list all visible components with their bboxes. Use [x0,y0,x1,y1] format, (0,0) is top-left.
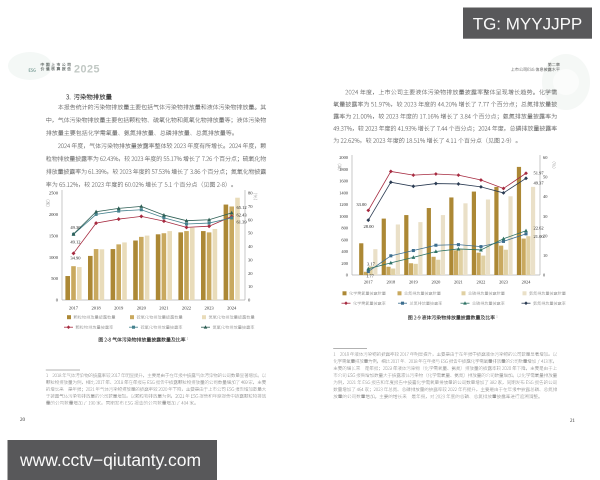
svg-text:61.39: 61.39 [237,220,248,225]
svg-text:2025: 2025 [74,64,100,76]
svg-text:30: 30 [248,257,253,262]
svg-text:2024: 2024 [522,280,532,285]
svg-text:65.12: 65.12 [237,205,247,210]
svg-text:1000: 1000 [49,255,59,260]
svg-text:2023: 2023 [499,280,509,285]
svg-text:2022: 2022 [182,306,192,311]
svg-text:10: 10 [543,253,548,258]
svg-text:0: 0 [346,273,349,278]
svg-text:2024: 2024 [227,306,237,311]
svg-text:20: 20 [248,271,253,276]
svg-text:2017: 2017 [364,280,374,285]
svg-text:2017: 2017 [69,306,79,311]
svg-text:2018: 2018 [386,280,396,285]
svg-text:49.30: 49.30 [70,225,81,230]
svg-text:2021: 2021 [159,306,169,311]
svg-text:49.37: 49.37 [534,181,545,186]
svg-text:80: 80 [248,191,253,196]
svg-text:49.12: 49.12 [70,240,80,245]
svg-text:2021: 2021 [454,280,463,285]
svg-text:0: 0 [56,298,59,303]
svg-text:20: 20 [20,418,26,423]
svg-text:www.cctv−qiutanty.com: www.cctv−qiutanty.com [19,450,201,470]
svg-text:70: 70 [248,204,253,209]
svg-text:400: 400 [341,249,348,254]
svg-text:1200: 1200 [339,202,349,207]
svg-text:62.43: 62.43 [237,213,248,218]
svg-text:40: 40 [543,194,548,199]
svg-text:50: 50 [248,231,253,236]
svg-text:200: 200 [341,261,348,266]
svg-text:40: 40 [248,244,253,249]
svg-text:60: 60 [543,155,548,160]
svg-text:2000: 2000 [339,155,349,160]
svg-text:33.00: 33.00 [356,202,367,207]
svg-text:2019: 2019 [114,306,124,311]
svg-text:3.17: 3.17 [367,262,376,267]
svg-text:2020: 2020 [431,280,441,285]
svg-text:0: 0 [543,273,546,278]
svg-text:0: 0 [248,298,251,303]
svg-text:1400: 1400 [339,190,349,195]
svg-text:2020: 2020 [137,306,147,311]
svg-text:500: 500 [51,276,59,281]
svg-text:22.62: 22.62 [534,225,544,230]
svg-text:21.00: 21.00 [534,234,545,239]
svg-text:20: 20 [543,233,548,238]
svg-text:1600: 1600 [339,179,349,184]
svg-text:10: 10 [248,284,253,289]
svg-text:34.90: 34.90 [70,256,81,261]
svg-text:600: 600 [341,237,348,242]
svg-text:30: 30 [543,214,548,219]
svg-text:2000: 2000 [49,212,59,217]
svg-text:2023: 2023 [205,306,215,311]
svg-text:60: 60 [248,217,253,222]
svg-text:2022: 2022 [477,280,486,285]
svg-text:1800: 1800 [339,167,349,172]
svg-text:2018: 2018 [92,306,102,311]
svg-text:2019: 2019 [409,280,419,285]
svg-text:51.97: 51.97 [534,170,545,175]
svg-text:28.00: 28.00 [364,224,375,229]
svg-text:50: 50 [543,175,548,180]
svg-text:2500: 2500 [49,191,59,196]
svg-text:1500: 1500 [49,233,59,238]
svg-text:1000: 1000 [339,214,349,219]
svg-text:21: 21 [570,419,576,424]
svg-text:800: 800 [341,226,348,231]
svg-text:1.77: 1.77 [366,273,375,278]
svg-text:TG: MYYJJPP: TG: MYYJJPP [473,15,583,34]
